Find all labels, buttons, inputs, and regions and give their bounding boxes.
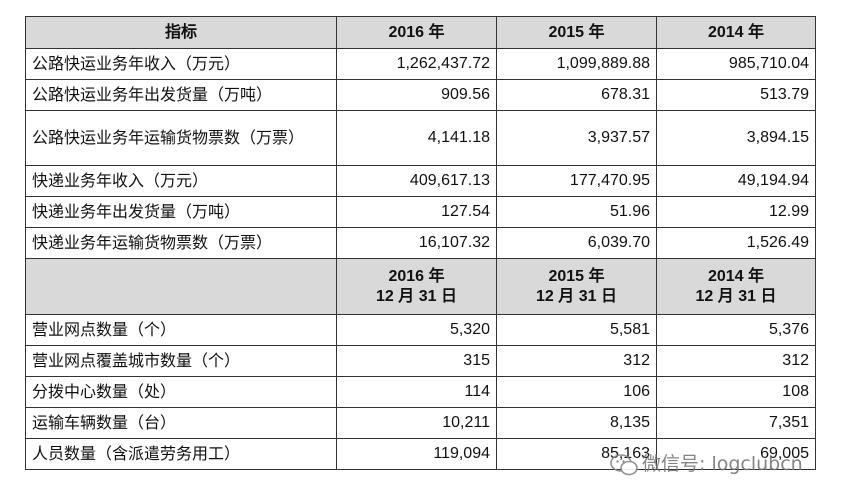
cell-value: 909.56 — [336, 79, 497, 111]
cell-value: 177,470.95 — [496, 165, 657, 197]
table-row: 营业网点覆盖城市数量（个） 315 312 312 — [25, 345, 816, 377]
row-label: 公路快运业务年收入（万元） — [25, 48, 337, 80]
header-year: 2014 年 — [656, 16, 816, 49]
table-row: 公路快运业务年出发货量（万吨） 909.56 678.31 513.79 — [25, 79, 816, 111]
table-row: 分拨中心数量（处） 114 106 108 — [25, 376, 816, 408]
subheader-year: 2016 年 — [388, 267, 445, 285]
cell-value: 3,937.57 — [496, 110, 657, 166]
cell-value: 1,262,437.72 — [336, 48, 497, 80]
statistics-table: 指标 2016 年 2015 年 2014 年 公路快运业务年收入（万元） 1,… — [25, 16, 816, 470]
cell-value: 127.54 — [336, 196, 497, 228]
cell-value: 312 — [656, 345, 816, 377]
cell-value: 69,005 — [656, 438, 816, 470]
cell-value: 6,039.70 — [496, 227, 657, 259]
table-row: 快递业务年收入（万元） 409,617.13 177,470.95 49,194… — [25, 165, 816, 197]
subheader-date: 2014 年 12 月 31 日 — [656, 258, 816, 315]
cell-value: 3,894.15 — [656, 110, 816, 166]
wechat-icon — [610, 453, 638, 476]
row-label: 公路快运业务年出发货量（万吨） — [25, 79, 337, 111]
table-row: 快递业务年运输货物票数（万票） 16,107.32 6,039.70 1,526… — [25, 227, 816, 259]
row-label: 人员数量（含派遣劳务用工） — [25, 438, 337, 470]
cell-value: 513.79 — [656, 79, 816, 111]
subheader-year: 2014 年 — [707, 267, 765, 285]
row-label: 快递业务年收入（万元） — [25, 165, 337, 197]
cell-value: 5,320 — [336, 314, 497, 346]
subheader-year: 2015 年 — [548, 267, 605, 285]
cell-value: 106 — [496, 376, 657, 408]
cell-value: 5,376 — [656, 314, 816, 346]
subheader-blank — [25, 258, 337, 315]
cell-value: 678.31 — [496, 79, 657, 111]
header-year: 2016 年 — [336, 16, 497, 49]
subheader-date: 2015 年 12 月 31 日 — [496, 258, 657, 315]
subheader-day: 12 月 31 日 — [695, 287, 777, 305]
subheader-date: 2016 年 12 月 31 日 — [336, 258, 497, 315]
cell-value: 4,141.18 — [336, 110, 497, 166]
table-row: 人员数量（含派遣劳务用工） 119,094 85,163 69,005 — [25, 438, 816, 470]
row-label: 分拨中心数量（处） — [25, 376, 337, 408]
cell-value: 5,581 — [496, 314, 657, 346]
table-row: 公路快运业务年收入（万元） 1,262,437.72 1,099,889.88 … — [25, 48, 816, 80]
table-row: 公路快运业务年运输货物票数（万票） 4,141.18 3,937.57 3,89… — [25, 110, 816, 166]
row-label: 营业网点数量（个） — [25, 314, 337, 346]
cell-value: 315 — [336, 345, 497, 377]
cell-value: 985,710.04 — [656, 48, 816, 80]
cell-value: 409,617.13 — [336, 165, 497, 197]
header-row: 指标 2016 年 2015 年 2014 年 — [25, 16, 816, 49]
cell-value: 108 — [656, 376, 816, 408]
cell-value: 1,526.49 — [656, 227, 816, 259]
row-label: 快递业务年运输货物票数（万票） — [25, 227, 337, 259]
cell-value: 7,351 — [656, 407, 816, 439]
cell-value: 12.99 — [656, 196, 816, 228]
cell-value: 49,194.94 — [656, 165, 816, 197]
cell-value: 16,107.32 — [336, 227, 497, 259]
table-row: 营业网点数量（个） 5,320 5,581 5,376 — [25, 314, 816, 346]
row-label: 运输车辆数量（台） — [25, 407, 337, 439]
row-label: 公路快运业务年运输货物票数（万票） — [25, 110, 337, 166]
header-year: 2015 年 — [496, 16, 657, 49]
subheader-day: 12 月 31 日 — [536, 287, 617, 305]
watermark-text: 微信号: logclubcn — [642, 453, 803, 475]
table-row: 快递业务年出发货量（万吨） 127.54 51.96 12.99 — [25, 196, 816, 228]
cell-value: 114 — [336, 376, 497, 408]
cell-value: 312 — [496, 345, 657, 377]
cell-value: 10,211 — [336, 407, 497, 439]
subheader-day: 12 月 31 日 — [376, 287, 457, 305]
row-label: 快递业务年出发货量（万吨） — [25, 196, 337, 228]
cell-value: 119,094 — [336, 438, 497, 470]
subheader-row: 2016 年 12 月 31 日 2015 年 12 月 31 日 2014 年… — [25, 258, 816, 315]
cell-value: 51.96 — [496, 196, 657, 228]
watermark: 微信号: logclubcn — [610, 449, 803, 476]
cell-value: 1,099,889.88 — [496, 48, 657, 80]
row-label: 营业网点覆盖城市数量（个） — [25, 345, 337, 377]
table-row: 运输车辆数量（台） 10,211 8,135 7,351 — [25, 407, 816, 439]
header-label: 指标 — [25, 16, 337, 49]
cell-value: 8,135 — [496, 407, 657, 439]
